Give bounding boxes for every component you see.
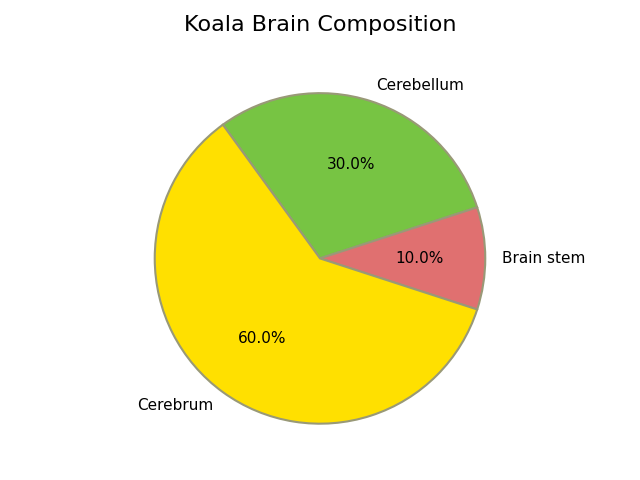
Wedge shape	[223, 93, 477, 258]
Text: Cerebrum: Cerebrum	[137, 398, 213, 413]
Title: Koala Brain Composition: Koala Brain Composition	[184, 15, 456, 35]
Text: Brain stem: Brain stem	[502, 251, 585, 266]
Text: 10.0%: 10.0%	[395, 251, 444, 266]
Text: Cerebellum: Cerebellum	[376, 78, 464, 93]
Wedge shape	[320, 207, 485, 310]
Wedge shape	[155, 125, 477, 424]
Text: 30.0%: 30.0%	[326, 156, 375, 172]
Text: 60.0%: 60.0%	[237, 331, 286, 346]
